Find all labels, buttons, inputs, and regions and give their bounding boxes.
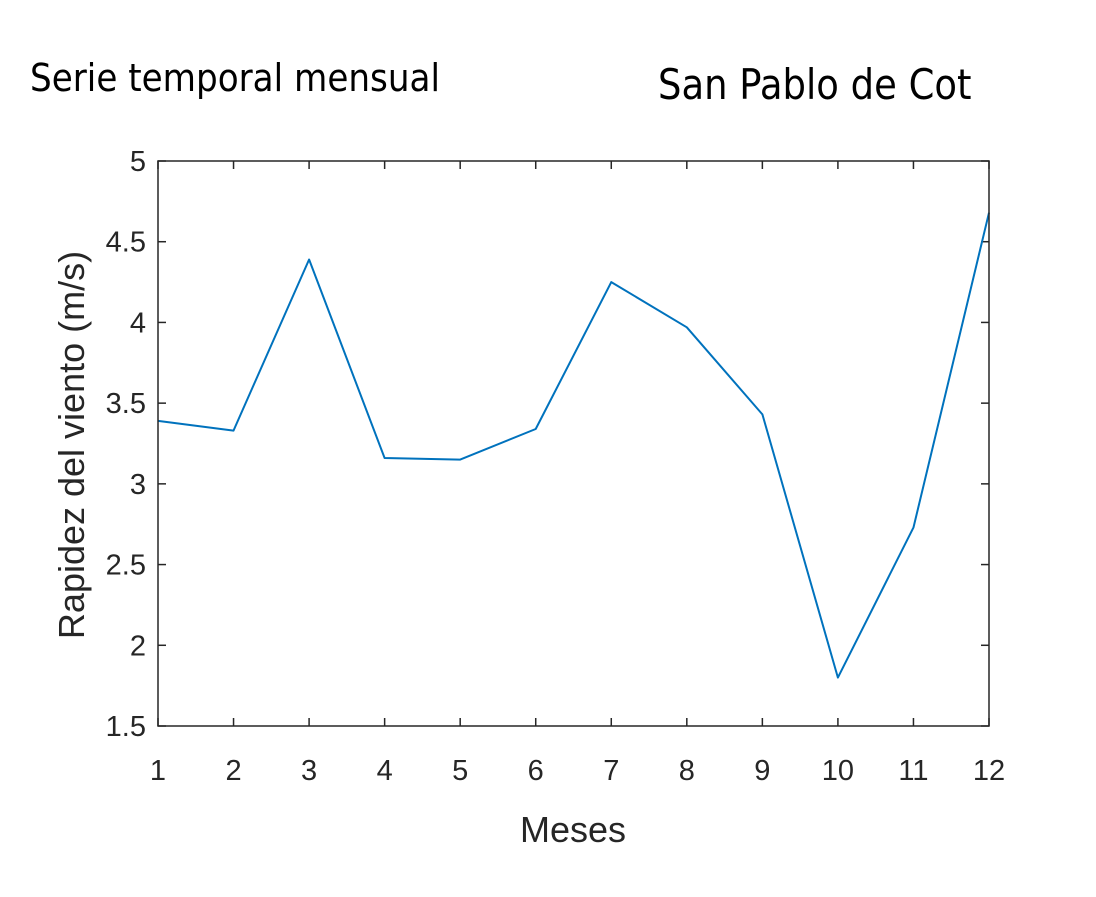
plot-frame xyxy=(157,160,990,727)
x-tick-label: 8 xyxy=(679,755,695,787)
x-tick-label: 5 xyxy=(452,755,468,787)
plot-area xyxy=(158,161,989,726)
x-axis-label: Meses xyxy=(520,809,626,850)
series-line xyxy=(157,212,990,679)
x-tick-label: 7 xyxy=(603,755,619,787)
y-tick-label: 1.5 xyxy=(106,711,146,743)
series-layer xyxy=(157,212,990,679)
y-tick-label: 5 xyxy=(130,146,146,178)
chart-subtitle-left: Serie temporal mensual xyxy=(30,56,441,100)
y-tick-label: 3 xyxy=(130,469,146,501)
x-tick-label: 6 xyxy=(528,755,544,787)
y-tick-label: 4.5 xyxy=(106,227,146,259)
y-tick-label: 3.5 xyxy=(106,388,146,420)
x-tick-label: 4 xyxy=(377,755,393,787)
y-tick-labels: 1.5 2 2.5 3 3.5 4 4.5 5 xyxy=(106,146,146,743)
y-tick-label: 4 xyxy=(130,307,146,339)
x-tick-label: 1 xyxy=(150,755,166,787)
y-tick-label: 2.5 xyxy=(106,550,146,582)
x-tick-label: 10 xyxy=(822,755,854,787)
x-tick-labels: 1 2 3 4 5 6 7 8 9 10 11 12 xyxy=(150,755,1005,787)
x-tick-label: 2 xyxy=(225,755,241,787)
y-axis-label: Rapidez del viento (m/s) xyxy=(51,251,92,639)
x-tick-label: 3 xyxy=(301,755,317,787)
x-tick-label: 9 xyxy=(754,755,770,787)
chart-title-location: San Pablo de Cot xyxy=(658,60,972,109)
x-tick-label: 11 xyxy=(898,755,928,787)
x-tick-label: 12 xyxy=(973,755,1005,787)
y-tick-label: 2 xyxy=(130,630,146,662)
